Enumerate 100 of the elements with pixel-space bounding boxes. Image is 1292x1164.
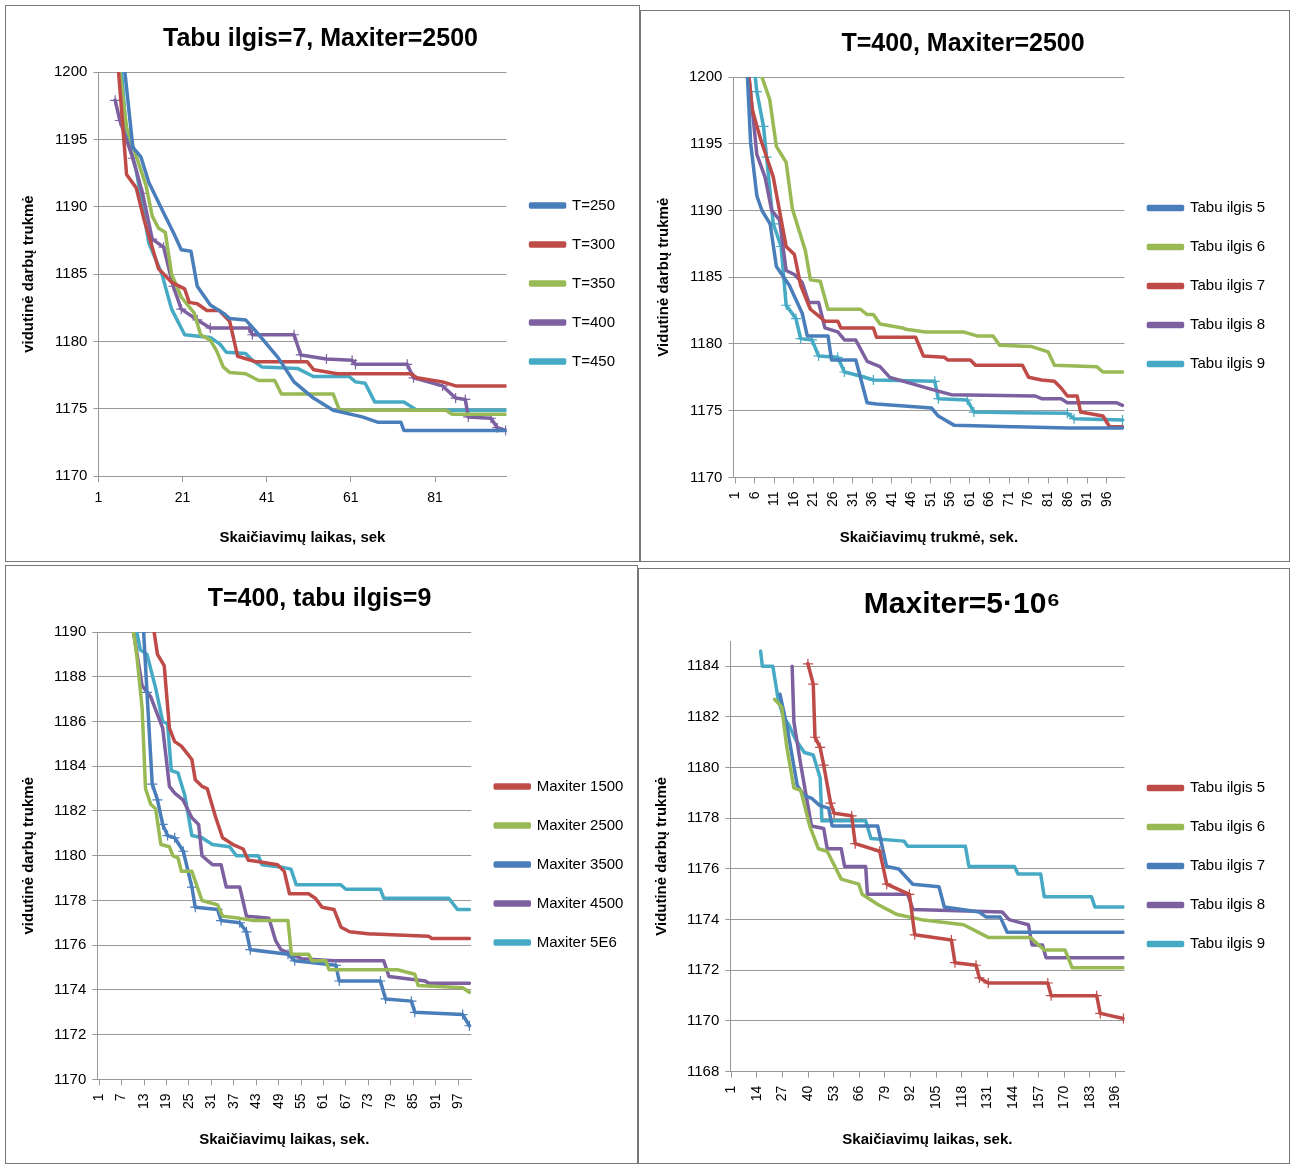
legend-label: Maxiter 5E6	[536, 932, 617, 950]
x-tick-label: 55	[291, 1093, 308, 1110]
x-tick-label: 76	[1019, 491, 1036, 508]
x-tick-label: 73	[359, 1093, 376, 1110]
y-tick-label: 1174	[53, 980, 87, 998]
y-tick-label: 1176	[53, 935, 87, 953]
legend-label: Tabu ilgis 8	[1189, 895, 1265, 913]
x-tick-label: 97	[449, 1093, 466, 1110]
legend-label: Tabu ilgis 7	[1189, 276, 1265, 294]
x-tick-label: 53	[824, 1085, 841, 1102]
y-tick-label: 1175	[690, 400, 723, 418]
x-tick-label: 96	[1097, 491, 1114, 508]
x-tick-label: 31	[202, 1093, 219, 1110]
x-tick-label: 85	[404, 1093, 421, 1110]
x-axis-title: Skaičiavimų trukmė, sek.	[839, 528, 1019, 546]
legend-label: Maxiter 2500	[536, 815, 624, 833]
x-tick-label: 79	[381, 1093, 398, 1110]
legend-label: Tabu ilgis 7	[1189, 856, 1265, 874]
legend-label: T=300	[572, 234, 615, 252]
legend-label: T=450	[572, 351, 615, 369]
legend-label: Tabu ilgis 6	[1189, 237, 1265, 255]
x-tick-label: 79	[875, 1085, 892, 1102]
y-tick-label: 1184	[686, 656, 720, 674]
x-tick-label: 66	[850, 1085, 867, 1102]
chart-title: T=400, tabu ilgis=9	[207, 582, 432, 611]
x-tick-label: 31	[843, 491, 860, 508]
x-tick-label: 6	[745, 491, 762, 500]
y-tick-label: 1190	[55, 196, 88, 214]
x-tick-label: 41	[258, 489, 275, 506]
legend-label: T=350	[572, 273, 615, 291]
legend-label: Tabu ilgis 9	[1189, 934, 1265, 952]
y-axis-title: Vidutinė darbų trukmė	[652, 776, 670, 936]
x-tick-label: 196	[1106, 1085, 1123, 1109]
x-tick-label: 16	[784, 491, 801, 508]
y-tick-label: 1180	[55, 331, 88, 349]
legend-label: T=400	[572, 312, 615, 330]
x-axis-title: Skaičiavimų laikas, sek	[219, 528, 387, 546]
x-tick-label: 27	[773, 1085, 790, 1102]
x-tick-label: 118	[952, 1085, 969, 1108]
y-tick-label: 1178	[686, 808, 720, 826]
x-tick-label: 91	[1078, 491, 1095, 508]
y-tick-label: 1176	[686, 859, 720, 877]
x-tick-label: 13	[134, 1093, 151, 1110]
y-tick-label: 1182	[53, 801, 87, 819]
x-tick-label: 1	[722, 1085, 739, 1094]
x-tick-label: 11	[765, 491, 782, 506]
x-tick-label: 7	[112, 1093, 129, 1102]
x-tick-label: 26	[823, 491, 840, 508]
x-tick-label: 51	[921, 491, 938, 508]
y-tick-label: 1195	[55, 129, 88, 147]
y-tick-label: 1172	[53, 1024, 87, 1042]
x-tick-label: 1	[94, 489, 103, 506]
x-tick-label: 71	[999, 491, 1016, 508]
x-tick-label: 41	[882, 491, 899, 508]
x-tick-label: 67	[336, 1093, 353, 1110]
y-tick-label: 1200	[53, 62, 88, 80]
y-tick-label: 1190	[53, 622, 87, 640]
chart-title: Tabu ilgis=7, Maxiter=2500	[163, 22, 478, 51]
x-tick-label: 25	[179, 1093, 196, 1110]
legend-label: Tabu ilgis 8	[1189, 315, 1265, 333]
y-tick-label: 1185	[690, 267, 723, 285]
x-tick-label: 1	[89, 1093, 106, 1102]
legend-label: Tabu ilgis 5	[1189, 198, 1265, 216]
x-tick-label: 36	[863, 491, 880, 508]
y-tick-label: 1184	[53, 756, 87, 774]
y-tick-label: 1178	[53, 890, 87, 908]
x-tick-label: 61	[960, 491, 977, 508]
x-tick-label: 14	[747, 1085, 764, 1102]
y-tick-label: 1170	[686, 1011, 720, 1029]
x-tick-label: 56	[941, 491, 958, 508]
x-tick-label: 46	[902, 491, 919, 508]
y-tick-label: 1175	[55, 398, 88, 416]
y-tick-label: 1190	[690, 200, 723, 218]
legend-label: Tabu ilgis 5	[1189, 778, 1265, 796]
x-axis-title: Skaičiavimų laikas, sek.	[842, 1130, 1013, 1148]
x-tick-label: 91	[426, 1093, 443, 1110]
y-tick-label: 1182	[686, 707, 720, 725]
x-tick-label: 43	[247, 1093, 264, 1110]
x-tick-label: 21	[804, 491, 821, 508]
x-tick-label: 157	[1029, 1085, 1046, 1109]
x-tick-label: 105	[927, 1085, 944, 1109]
y-axis-title: Vidutinė darbų trukmė	[654, 197, 672, 357]
x-tick-label: 92	[901, 1085, 918, 1102]
y-tick-label: 1188	[53, 666, 87, 684]
x-tick-label: 61	[343, 489, 359, 506]
x-tick-label: 66	[980, 491, 997, 508]
x-tick-label: 81	[427, 489, 444, 506]
legend-label: Tabu ilgis 9	[1189, 354, 1265, 372]
y-tick-label: 1170	[55, 466, 88, 484]
legend-label: T=250	[572, 195, 615, 213]
x-tick-label: 49	[269, 1093, 286, 1110]
x-tick-label: 86	[1058, 491, 1075, 508]
x-tick-label: 81	[1039, 491, 1056, 508]
y-tick-label: 1200	[688, 67, 723, 85]
y-tick-label: 1180	[53, 845, 87, 863]
x-tick-label: 37	[224, 1093, 241, 1110]
x-axis-title: Skaičiavimų laikas, sek.	[199, 1130, 370, 1148]
legend-label: Maxiter 1500	[536, 776, 624, 794]
legend-label: Maxiter 3500	[536, 854, 624, 872]
x-tick-label: 40	[798, 1085, 815, 1102]
